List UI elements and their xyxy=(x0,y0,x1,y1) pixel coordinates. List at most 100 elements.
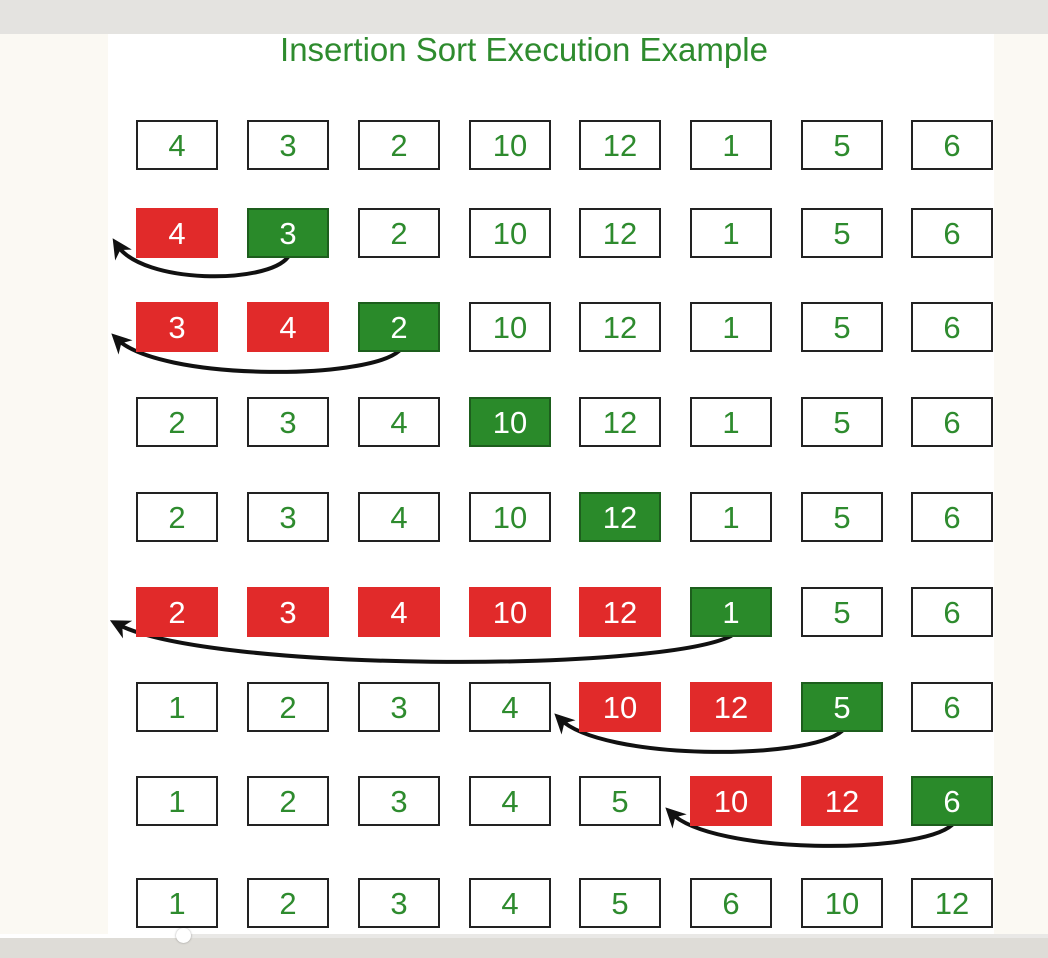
array-cell: 4 xyxy=(469,682,551,732)
array-row-3: 3 4 2 10 12 1 5 6 xyxy=(136,302,993,352)
video-progress-handle[interactable] xyxy=(176,928,192,943)
array-cell: 2 xyxy=(247,776,329,826)
array-cell: 6 xyxy=(690,878,772,928)
cell-value: 12 xyxy=(603,500,637,535)
cell-box xyxy=(247,397,329,447)
cell-value: 12 xyxy=(935,886,969,921)
cell-value: 10 xyxy=(825,886,859,921)
cell-box xyxy=(358,776,440,826)
array-cell: 6 xyxy=(911,776,993,826)
cell-box xyxy=(801,397,883,447)
cell-value: 6 xyxy=(943,405,960,440)
cell-value: 2 xyxy=(168,595,185,630)
cell-value: 6 xyxy=(722,886,739,921)
cell-value: 5 xyxy=(833,690,850,725)
cell-box xyxy=(690,492,772,542)
cell-box xyxy=(469,208,551,258)
cell-value: 2 xyxy=(390,128,407,163)
cell-value: 3 xyxy=(279,595,296,630)
array-cell: 2 xyxy=(358,302,440,352)
cell-value: 4 xyxy=(501,690,518,725)
array-cell: 5 xyxy=(801,120,883,170)
array-cell: 12 xyxy=(690,682,772,732)
array-cell: 10 xyxy=(469,492,551,542)
cell-value: 6 xyxy=(943,595,960,630)
cell-box xyxy=(136,492,218,542)
video-progress-track[interactable] xyxy=(0,928,1048,943)
array-cell: 1 xyxy=(690,587,772,637)
array-cell: 12 xyxy=(801,776,883,826)
array-cell: 4 xyxy=(136,208,218,258)
array-cell: 3 xyxy=(358,878,440,928)
cell-box xyxy=(690,776,772,826)
cell-box xyxy=(579,120,661,170)
cell-box xyxy=(579,878,661,928)
cell-value: 6 xyxy=(943,500,960,535)
cell-value: 4 xyxy=(501,886,518,921)
cell-box xyxy=(247,587,329,637)
array-cell: 12 xyxy=(579,397,661,447)
array-cell: 1 xyxy=(136,878,218,928)
cell-value: 6 xyxy=(943,216,960,251)
array-cell: 10 xyxy=(469,587,551,637)
cell-value: 6 xyxy=(943,128,960,163)
cell-value: 5 xyxy=(611,886,628,921)
cell-box xyxy=(911,682,993,732)
array-cell: 10 xyxy=(469,208,551,258)
array-cell: 5 xyxy=(801,587,883,637)
cell-box xyxy=(579,208,661,258)
cell-box xyxy=(358,397,440,447)
cell-box xyxy=(579,302,661,352)
cell-box xyxy=(469,120,551,170)
array-cell: 6 xyxy=(911,120,993,170)
cell-box xyxy=(136,878,218,928)
cell-box xyxy=(136,120,218,170)
cell-box xyxy=(247,208,329,258)
cell-box xyxy=(579,397,661,447)
cell-value: 4 xyxy=(168,216,185,251)
cell-box xyxy=(801,587,883,637)
cell-box xyxy=(247,878,329,928)
insertion-arrow xyxy=(111,333,401,374)
cell-box xyxy=(469,682,551,732)
cell-box xyxy=(358,492,440,542)
cell-value: 1 xyxy=(722,310,739,345)
array-cell: 10 xyxy=(801,878,883,928)
array-cell: 1 xyxy=(136,682,218,732)
cell-value: 10 xyxy=(493,500,527,535)
cell-box xyxy=(358,120,440,170)
cell-value: 4 xyxy=(279,310,296,345)
cell-value: 2 xyxy=(390,216,407,251)
cell-box xyxy=(136,397,218,447)
cell-value: 10 xyxy=(714,784,748,819)
cell-box xyxy=(358,878,440,928)
array-cell: 12 xyxy=(579,208,661,258)
cell-value: 6 xyxy=(943,690,960,725)
array-cell: 5 xyxy=(579,878,661,928)
cell-value: 1 xyxy=(722,595,739,630)
cell-box xyxy=(136,587,218,637)
cell-box xyxy=(469,302,551,352)
cell-box xyxy=(579,682,661,732)
array-row-4: 2 3 4 10 12 1 5 6 xyxy=(136,397,993,447)
cell-value: 1 xyxy=(168,886,185,921)
cell-value: 1 xyxy=(722,500,739,535)
array-cell: 1 xyxy=(690,302,772,352)
array-cell: 5 xyxy=(801,682,883,732)
cell-box xyxy=(911,776,993,826)
insertion-arrow xyxy=(554,713,844,754)
array-cell: 2 xyxy=(247,878,329,928)
array-cell: 6 xyxy=(911,587,993,637)
array-cell: 10 xyxy=(469,120,551,170)
array-cell: 5 xyxy=(801,302,883,352)
cell-box xyxy=(690,682,772,732)
cell-value: 1 xyxy=(722,405,739,440)
cell-box xyxy=(247,120,329,170)
cell-value: 3 xyxy=(279,216,296,251)
array-cell: 3 xyxy=(358,682,440,732)
cell-value: 3 xyxy=(279,500,296,535)
cell-value: 1 xyxy=(168,690,185,725)
cell-box xyxy=(801,120,883,170)
cell-value: 2 xyxy=(279,886,296,921)
